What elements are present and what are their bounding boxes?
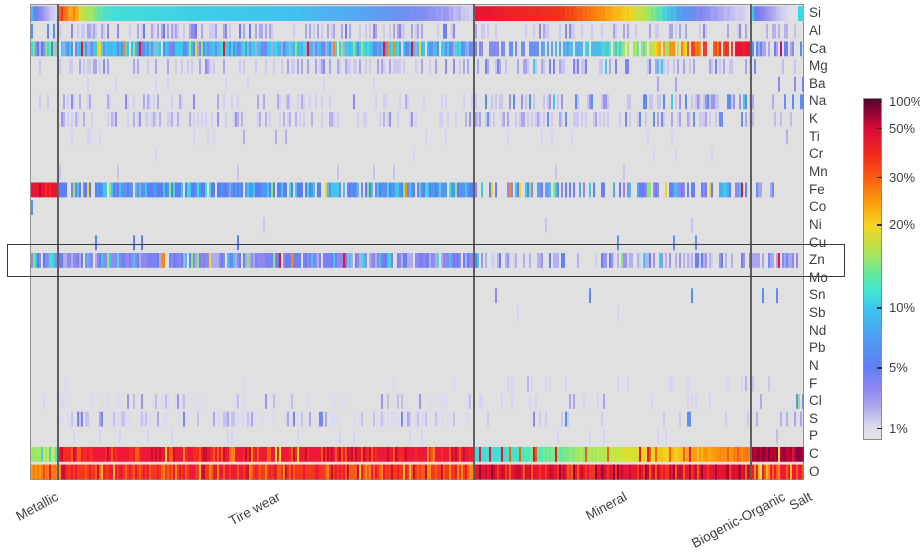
colorbar-tick bbox=[877, 367, 882, 369]
row-label-n: N bbox=[809, 357, 819, 373]
row-label-ca: Ca bbox=[809, 40, 827, 56]
row-label-fe: Fe bbox=[809, 181, 825, 197]
section-divider bbox=[750, 4, 752, 480]
row-label-cu: Cu bbox=[809, 234, 827, 250]
row-label-ba: Ba bbox=[809, 75, 826, 91]
colorbar-tick bbox=[877, 307, 882, 309]
colorbar-tick-label: 5% bbox=[889, 360, 908, 376]
row-label-pb: Pb bbox=[809, 340, 826, 356]
row-label-mn: Mn bbox=[809, 163, 828, 179]
section-divider bbox=[57, 4, 59, 480]
colorbar-tick-label: 10% bbox=[889, 300, 916, 316]
colorbar-tick bbox=[877, 224, 882, 226]
row-label-cl: Cl bbox=[809, 393, 822, 409]
row-label-k: K bbox=[809, 111, 819, 127]
row-label-mo: Mo bbox=[809, 269, 828, 285]
colorbar-tick bbox=[877, 427, 882, 430]
row-label-zn: Zn bbox=[809, 252, 825, 268]
section-divider bbox=[473, 4, 475, 480]
row-label-mg: Mg bbox=[809, 58, 828, 74]
category-label-salt: Salt bbox=[786, 489, 815, 514]
colorbar-tick-label: 20% bbox=[889, 217, 916, 233]
row-label-al: Al bbox=[809, 22, 822, 38]
row-label-c: C bbox=[809, 446, 819, 462]
category-label-mineral: Mineral bbox=[583, 489, 630, 524]
row-label-si: Si bbox=[809, 5, 822, 21]
colorbar-tick-label: 100% bbox=[889, 93, 920, 109]
row-label-sn: Sn bbox=[809, 287, 826, 303]
row-label-cr: Cr bbox=[809, 146, 824, 162]
colorbar-tick bbox=[877, 127, 882, 130]
row-label-na: Na bbox=[809, 93, 827, 109]
heatmap-canvas bbox=[31, 5, 805, 481]
row-label-ni: Ni bbox=[809, 216, 822, 232]
category-label-biogenic-organic: Biogenic-Organic bbox=[689, 489, 789, 551]
colorbar-tick bbox=[877, 100, 882, 103]
row-label-nd: Nd bbox=[809, 322, 827, 338]
colorbar bbox=[863, 98, 882, 440]
row-label-ti: Ti bbox=[809, 128, 820, 144]
category-label-metallic: Metallic bbox=[13, 489, 62, 524]
colorbar-tick-label: 30% bbox=[889, 169, 916, 185]
category-label-tire-wear: Tire wear bbox=[226, 489, 284, 529]
row-label-f: F bbox=[809, 375, 818, 391]
row-label-s: S bbox=[809, 410, 819, 426]
colorbar-tick-label: 1% bbox=[889, 420, 908, 436]
colorbar-tick-label: 50% bbox=[889, 120, 916, 136]
row-label-sb: Sb bbox=[809, 305, 826, 321]
row-label-o: O bbox=[809, 463, 820, 479]
row-label-p: P bbox=[809, 428, 819, 444]
colorbar-tick bbox=[877, 176, 882, 178]
plot-area bbox=[30, 4, 805, 481]
row-label-co: Co bbox=[809, 199, 827, 215]
